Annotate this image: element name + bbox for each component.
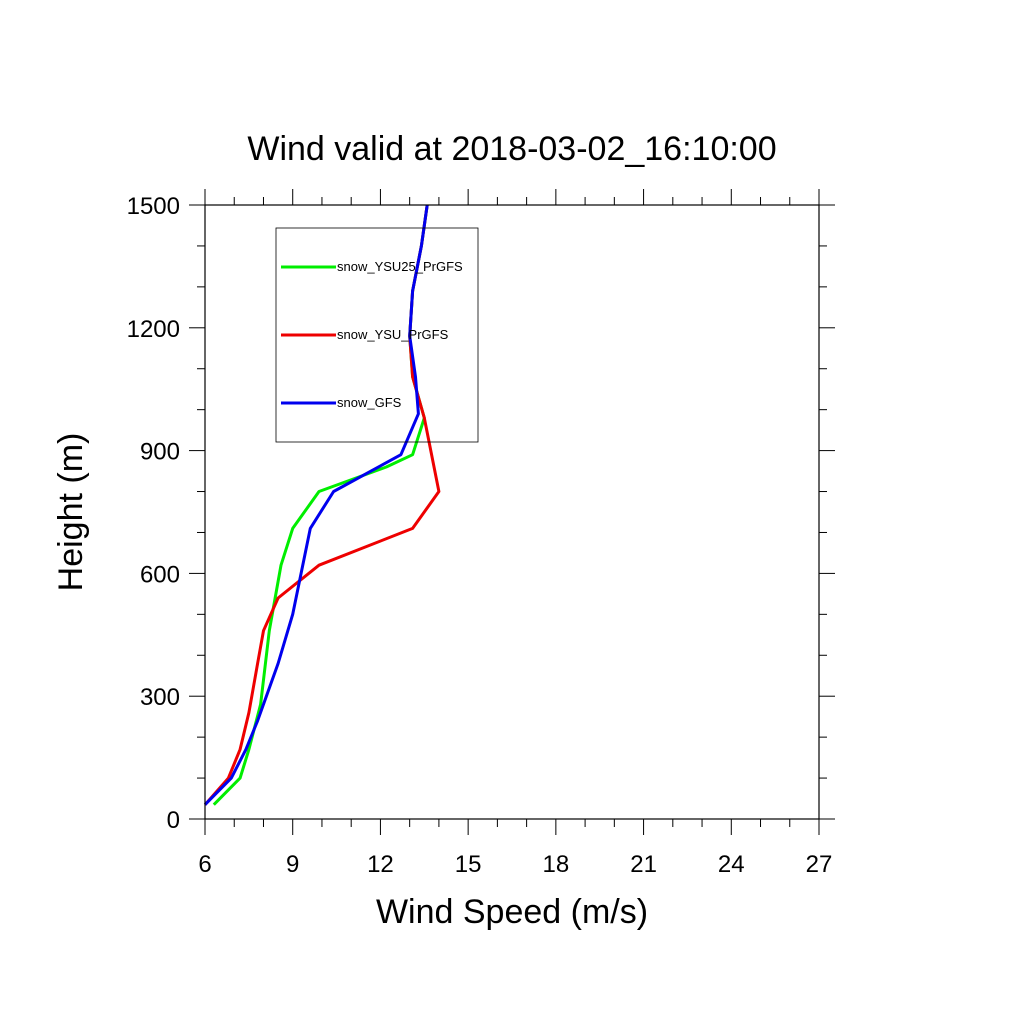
x-tick-label: 12	[367, 851, 394, 878]
chart-title: Wind valid at 2018-03-02_16:10:00	[247, 130, 776, 168]
ticks-layer: 6 9 12 15 18 21 24 27 0 300 600 900 1200 1500	[127, 189, 835, 878]
x-axis-label: Wind Speed (m/s)	[376, 893, 648, 931]
x-tick-label: 15	[455, 851, 482, 878]
series-line-2	[203, 204, 429, 806]
y-tick-label: 900	[140, 439, 180, 466]
y-tick-label: 1200	[127, 316, 180, 343]
x-tick-label: 21	[630, 851, 657, 878]
y-tick-label: 600	[140, 561, 180, 588]
y-tick-label: 0	[167, 807, 180, 834]
x-tick-label: 9	[286, 851, 299, 878]
legend-box	[275, 227, 479, 443]
y-tick-label: 300	[140, 684, 180, 711]
legend-label-2: snow_GFS	[337, 395, 402, 410]
series-line-0	[212, 204, 429, 806]
y-tick-label: 1500	[127, 193, 180, 220]
legend: snow_YSU25_PrGFS snow_YSU_PrGFS snow_GFS	[275, 227, 479, 443]
legend-label-0: snow_YSU25_PrGFS	[337, 259, 463, 274]
plot-frame	[204, 204, 820, 820]
series-layer	[203, 204, 441, 806]
x-tick-label: 6	[198, 851, 211, 878]
series-line-1	[203, 204, 441, 806]
y-axis-label: Height (m)	[52, 433, 90, 592]
x-tick-label: 24	[718, 851, 745, 878]
legend-label-1: snow_YSU_PrGFS	[337, 327, 449, 342]
x-tick-label: 27	[806, 851, 833, 878]
x-tick-label: 18	[543, 851, 570, 878]
